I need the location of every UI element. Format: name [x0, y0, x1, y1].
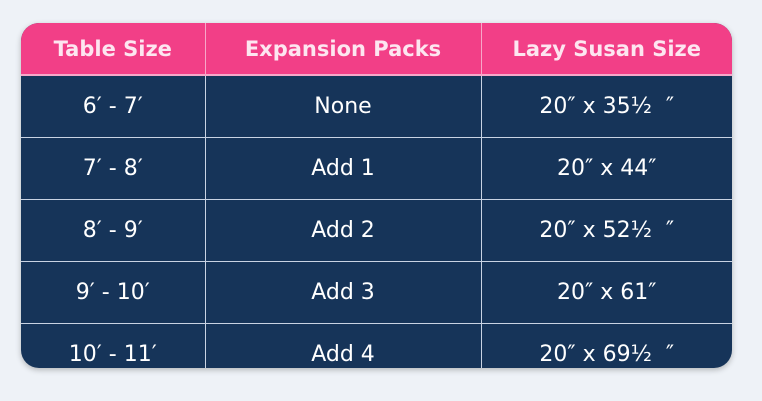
table-row: 9′ - 10′ Add 3 20″ x 61″ — [21, 261, 732, 324]
table-row: 7′ - 8′ Add 1 20″ x 44″ — [21, 137, 732, 200]
size-table-card: Table Size Expansion Packs Lazy Susan Si… — [21, 23, 732, 368]
cell-expansion-packs: Add 1 — [205, 137, 482, 200]
table-row: 10′ - 11′ Add 4 20″ x 69½ ″ — [21, 323, 732, 368]
cell-lazy-susan-size: 20″ x 69½ ″ — [481, 323, 732, 368]
cell-table-size: 7′ - 8′ — [21, 137, 206, 200]
cell-expansion-packs: Add 3 — [205, 261, 482, 324]
cell-table-size: 9′ - 10′ — [21, 261, 206, 324]
cell-expansion-packs: None — [205, 75, 482, 138]
cell-lazy-susan-size: 20″ x 44″ — [481, 137, 732, 200]
cell-table-size: 8′ - 9′ — [21, 199, 206, 262]
cell-table-size: 10′ - 11′ — [21, 323, 206, 368]
cell-lazy-susan-size: 20″ x 35½ ″ — [539, 94, 675, 119]
header-table-size: Table Size — [21, 23, 206, 76]
cell-expansion-packs: Add 4 — [205, 323, 482, 368]
cell-lazy-susan-size: 20″ x 52½ ″ — [481, 199, 732, 262]
header-row: Table Size Expansion Packs Lazy Susan Si… — [21, 23, 732, 76]
header-lazy-susan-size: Lazy Susan Size — [481, 23, 732, 76]
cell-expansion-packs: Add 2 — [205, 199, 482, 262]
cell-lazy-susan-size: 20″ x 61″ — [481, 261, 732, 324]
table-row: 6′ - 7′ None 20″ x 35½ ″ — [21, 75, 732, 138]
table-row: 8′ - 9′ Add 2 20″ x 52½ ″ — [21, 199, 732, 262]
cell-table-size: 6′ - 7′ — [21, 75, 206, 138]
size-table: Table Size Expansion Packs Lazy Susan Si… — [21, 23, 732, 368]
header-expansion-packs: Expansion Packs — [205, 23, 482, 76]
